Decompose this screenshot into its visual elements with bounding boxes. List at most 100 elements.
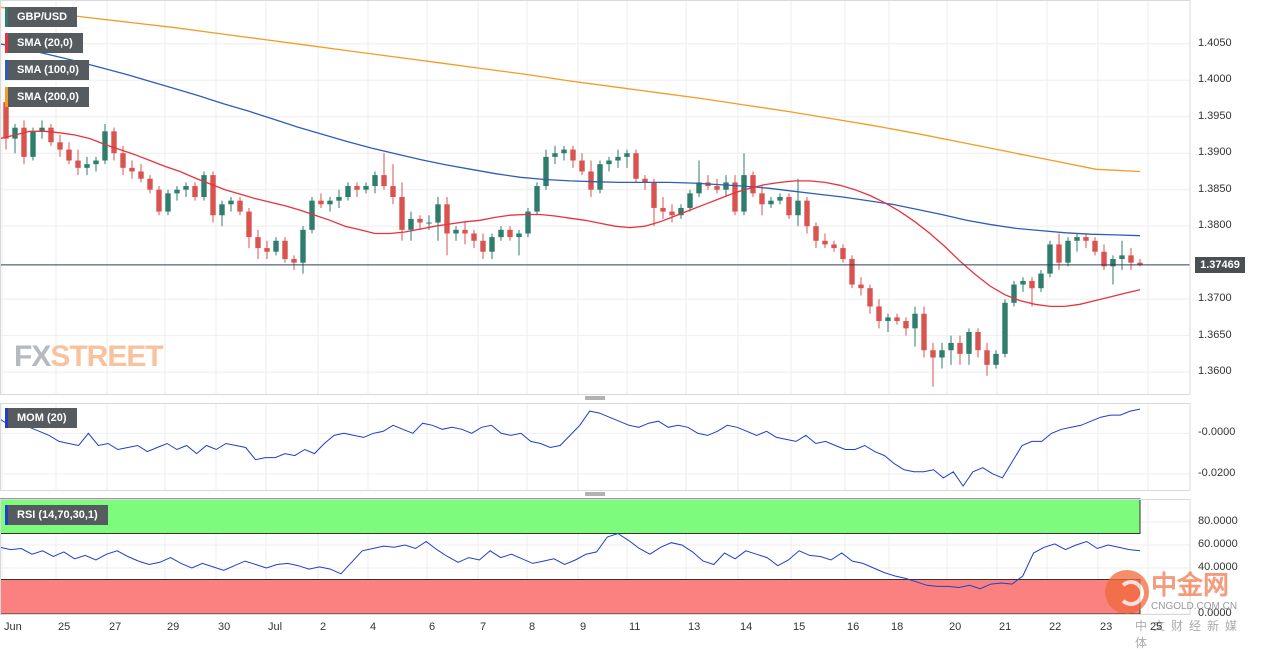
candles xyxy=(3,98,1143,387)
candle-body xyxy=(534,186,540,212)
x-tick-label: 13 xyxy=(688,621,701,633)
candle-body xyxy=(444,204,450,234)
candle-body xyxy=(381,175,387,187)
x-tick-label: Jul xyxy=(268,621,283,633)
candle-body xyxy=(1065,240,1071,263)
x-tick-label: 23 xyxy=(1100,621,1113,633)
candle-body xyxy=(111,131,117,154)
price-tick-label: 1.3650 xyxy=(1198,328,1232,341)
candle-body xyxy=(66,149,72,161)
candle-body xyxy=(975,331,981,351)
rsi-tick-label: 60.0000 xyxy=(1198,538,1238,550)
candle-body xyxy=(714,186,720,190)
rsi-tick-label: 40.0000 xyxy=(1198,561,1238,573)
candle-body xyxy=(525,211,531,234)
candle-body xyxy=(606,160,612,165)
candle-body xyxy=(1020,280,1026,285)
candle-body xyxy=(570,149,576,161)
candle-body xyxy=(984,350,990,365)
candle-body xyxy=(84,164,90,168)
candle-body xyxy=(597,164,603,190)
candle-body xyxy=(633,153,639,179)
candle-body xyxy=(48,127,54,143)
candle-body xyxy=(687,193,693,208)
candle-body xyxy=(822,240,828,245)
candle-body xyxy=(732,182,738,212)
candle-body xyxy=(669,211,675,216)
candle-body xyxy=(264,248,270,252)
candle-body xyxy=(759,193,765,205)
pane-frame xyxy=(0,499,1191,615)
sma20-line xyxy=(0,130,1141,308)
price-tick-label: 1.3900 xyxy=(1198,146,1232,159)
x-tick-label: 15 xyxy=(793,621,806,633)
fxstreet-logo: FXSTREET xyxy=(14,340,164,373)
candle-body xyxy=(165,193,171,212)
candle-body xyxy=(813,226,819,241)
x-tick-label: 25 xyxy=(1150,621,1163,633)
candle-body xyxy=(327,200,333,205)
candle-body xyxy=(336,197,342,201)
x-tick-label: 22 xyxy=(1049,621,1062,633)
candle-body xyxy=(1011,284,1017,303)
candle-body xyxy=(399,197,405,230)
candle-body xyxy=(1119,255,1125,260)
x-tick-label: 9 xyxy=(580,621,587,633)
mom-line xyxy=(0,408,1141,487)
candle-body xyxy=(138,171,144,179)
candle-body xyxy=(75,160,81,168)
candle-body xyxy=(21,127,27,157)
candle-body xyxy=(696,182,702,194)
mom-tick-label: -0.0200 xyxy=(1198,466,1236,479)
candle-body xyxy=(1002,302,1008,354)
candle-body xyxy=(1092,240,1098,252)
candle-body xyxy=(345,186,351,197)
legend-rsi: RSI (14,70,30,1) xyxy=(5,505,108,525)
candle-body xyxy=(741,175,747,212)
candle-body xyxy=(768,200,774,205)
candle-body xyxy=(318,200,324,205)
candle-body xyxy=(408,218,414,230)
candle-body xyxy=(660,207,666,212)
candle-body xyxy=(417,218,423,223)
candle-body xyxy=(543,156,549,187)
x-tick-label: 8 xyxy=(529,621,536,633)
candle-body xyxy=(885,317,891,322)
candle-body xyxy=(237,200,243,212)
candle-body xyxy=(462,229,468,234)
x-tick-label: 11 xyxy=(629,621,641,633)
candle-body xyxy=(957,342,963,354)
candle-body xyxy=(858,284,864,289)
candle-body xyxy=(273,240,279,252)
candle-body xyxy=(1038,273,1044,289)
x-tick-label: 16 xyxy=(847,621,860,633)
candle-body xyxy=(876,306,882,322)
candle-body xyxy=(750,175,756,194)
candle-body xyxy=(471,233,477,241)
x-tick-label: 25 xyxy=(58,621,71,633)
candle-body xyxy=(498,229,504,238)
candle-body xyxy=(651,182,657,208)
candle-body xyxy=(930,350,936,358)
candle-body xyxy=(354,186,360,190)
price-tick-label: 1.3950 xyxy=(1198,109,1232,122)
x-tick-label: 6 xyxy=(429,621,436,633)
sma100-line xyxy=(0,43,1141,237)
price-tick-label: 1.4000 xyxy=(1198,73,1232,86)
rsi-tick-label: 0.0000 xyxy=(1198,607,1232,619)
price-tick-label: 1.4050 xyxy=(1198,36,1232,49)
candle-body xyxy=(921,313,927,351)
candle-body xyxy=(1110,259,1116,267)
candle-body xyxy=(948,342,954,351)
frames xyxy=(0,0,1191,615)
candle-body xyxy=(57,142,63,150)
price-tick-label: 1.3850 xyxy=(1198,182,1232,195)
candle-body xyxy=(993,353,999,365)
candle-body xyxy=(228,200,234,205)
candle-body xyxy=(831,244,837,249)
candle-body xyxy=(156,189,162,212)
candle-body xyxy=(363,186,369,190)
candle-body xyxy=(588,171,594,190)
rsi-line xyxy=(0,532,1141,590)
candle-body xyxy=(804,200,810,227)
